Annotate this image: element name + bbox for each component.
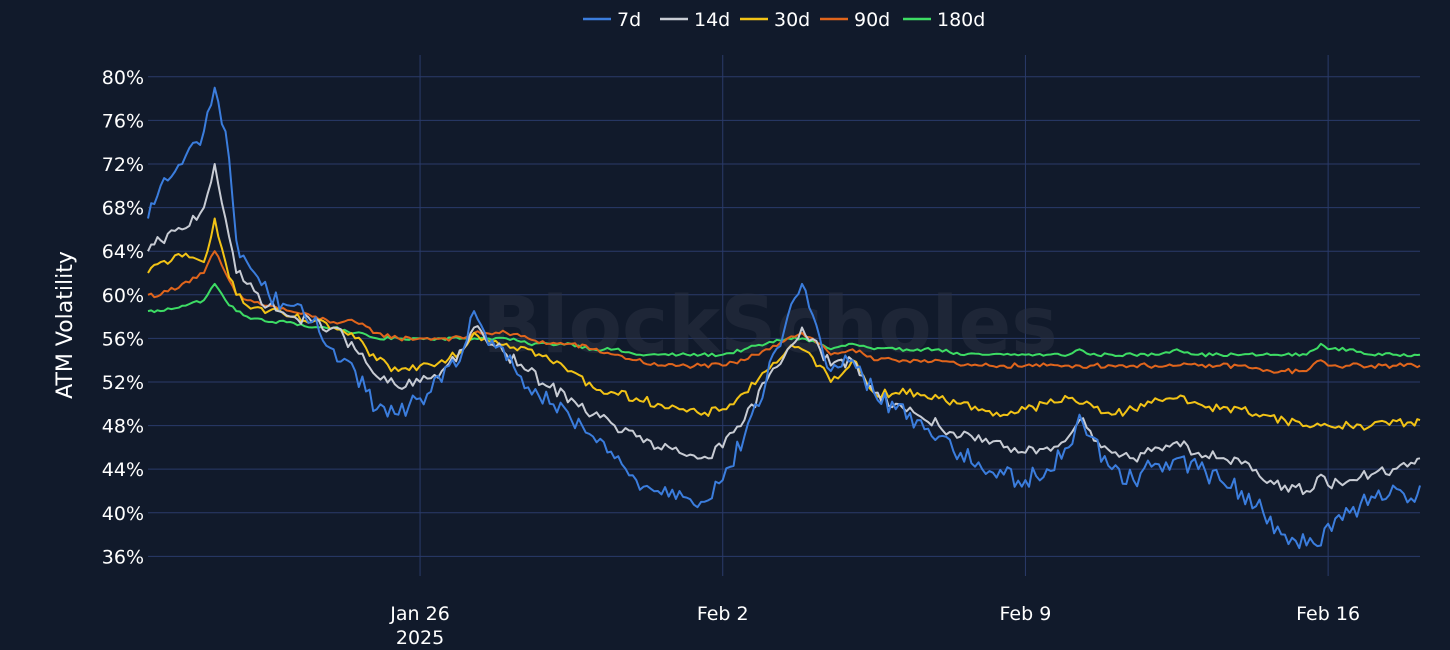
x-tick-sublabel: 2025 [396, 627, 444, 649]
x-tick-label: Feb 9 [1000, 603, 1052, 625]
legend-label-90d: 90d [854, 9, 890, 31]
y-tick-label: 48% [102, 416, 144, 438]
y-axis-title: ATM Volatility [53, 251, 78, 399]
y-tick-label: 72% [102, 154, 144, 176]
y-tick-label: 60% [102, 285, 144, 307]
series-line-7d [147, 86, 1421, 550]
y-tick-label: 68% [102, 198, 144, 220]
y-tick-label: 44% [102, 459, 144, 481]
grid-lines [148, 55, 1420, 576]
x-tick-label: Jan 26 [389, 603, 450, 625]
y-axis-ticks: 36% 40% 44% 48% 52% 56% 60% 64% 68% 72% 76% 80% [102, 67, 144, 569]
legend-label-14d: 14d [694, 9, 730, 31]
y-tick-label: 40% [102, 503, 144, 525]
watermark-text: BlockScholes [482, 281, 1057, 371]
legend-label-180d: 180d [937, 9, 985, 31]
y-tick-label: 64% [102, 241, 144, 263]
series-layer [147, 86, 1421, 550]
y-tick-label: 76% [102, 110, 144, 132]
y-tick-label: 36% [102, 546, 144, 568]
series-line-14d [147, 163, 1421, 496]
legend-label-7d: 7d [617, 9, 641, 31]
y-tick-label: 80% [102, 67, 144, 89]
legend: 7d 14d 30d 90d 180d [583, 9, 985, 31]
x-tick-label: Feb 16 [1296, 603, 1360, 625]
y-tick-label: 52% [102, 372, 144, 394]
x-tick-label: Feb 2 [697, 603, 749, 625]
series-line-90d [147, 250, 1421, 375]
y-tick-label: 56% [102, 328, 144, 350]
legend-label-30d: 30d [774, 9, 810, 31]
